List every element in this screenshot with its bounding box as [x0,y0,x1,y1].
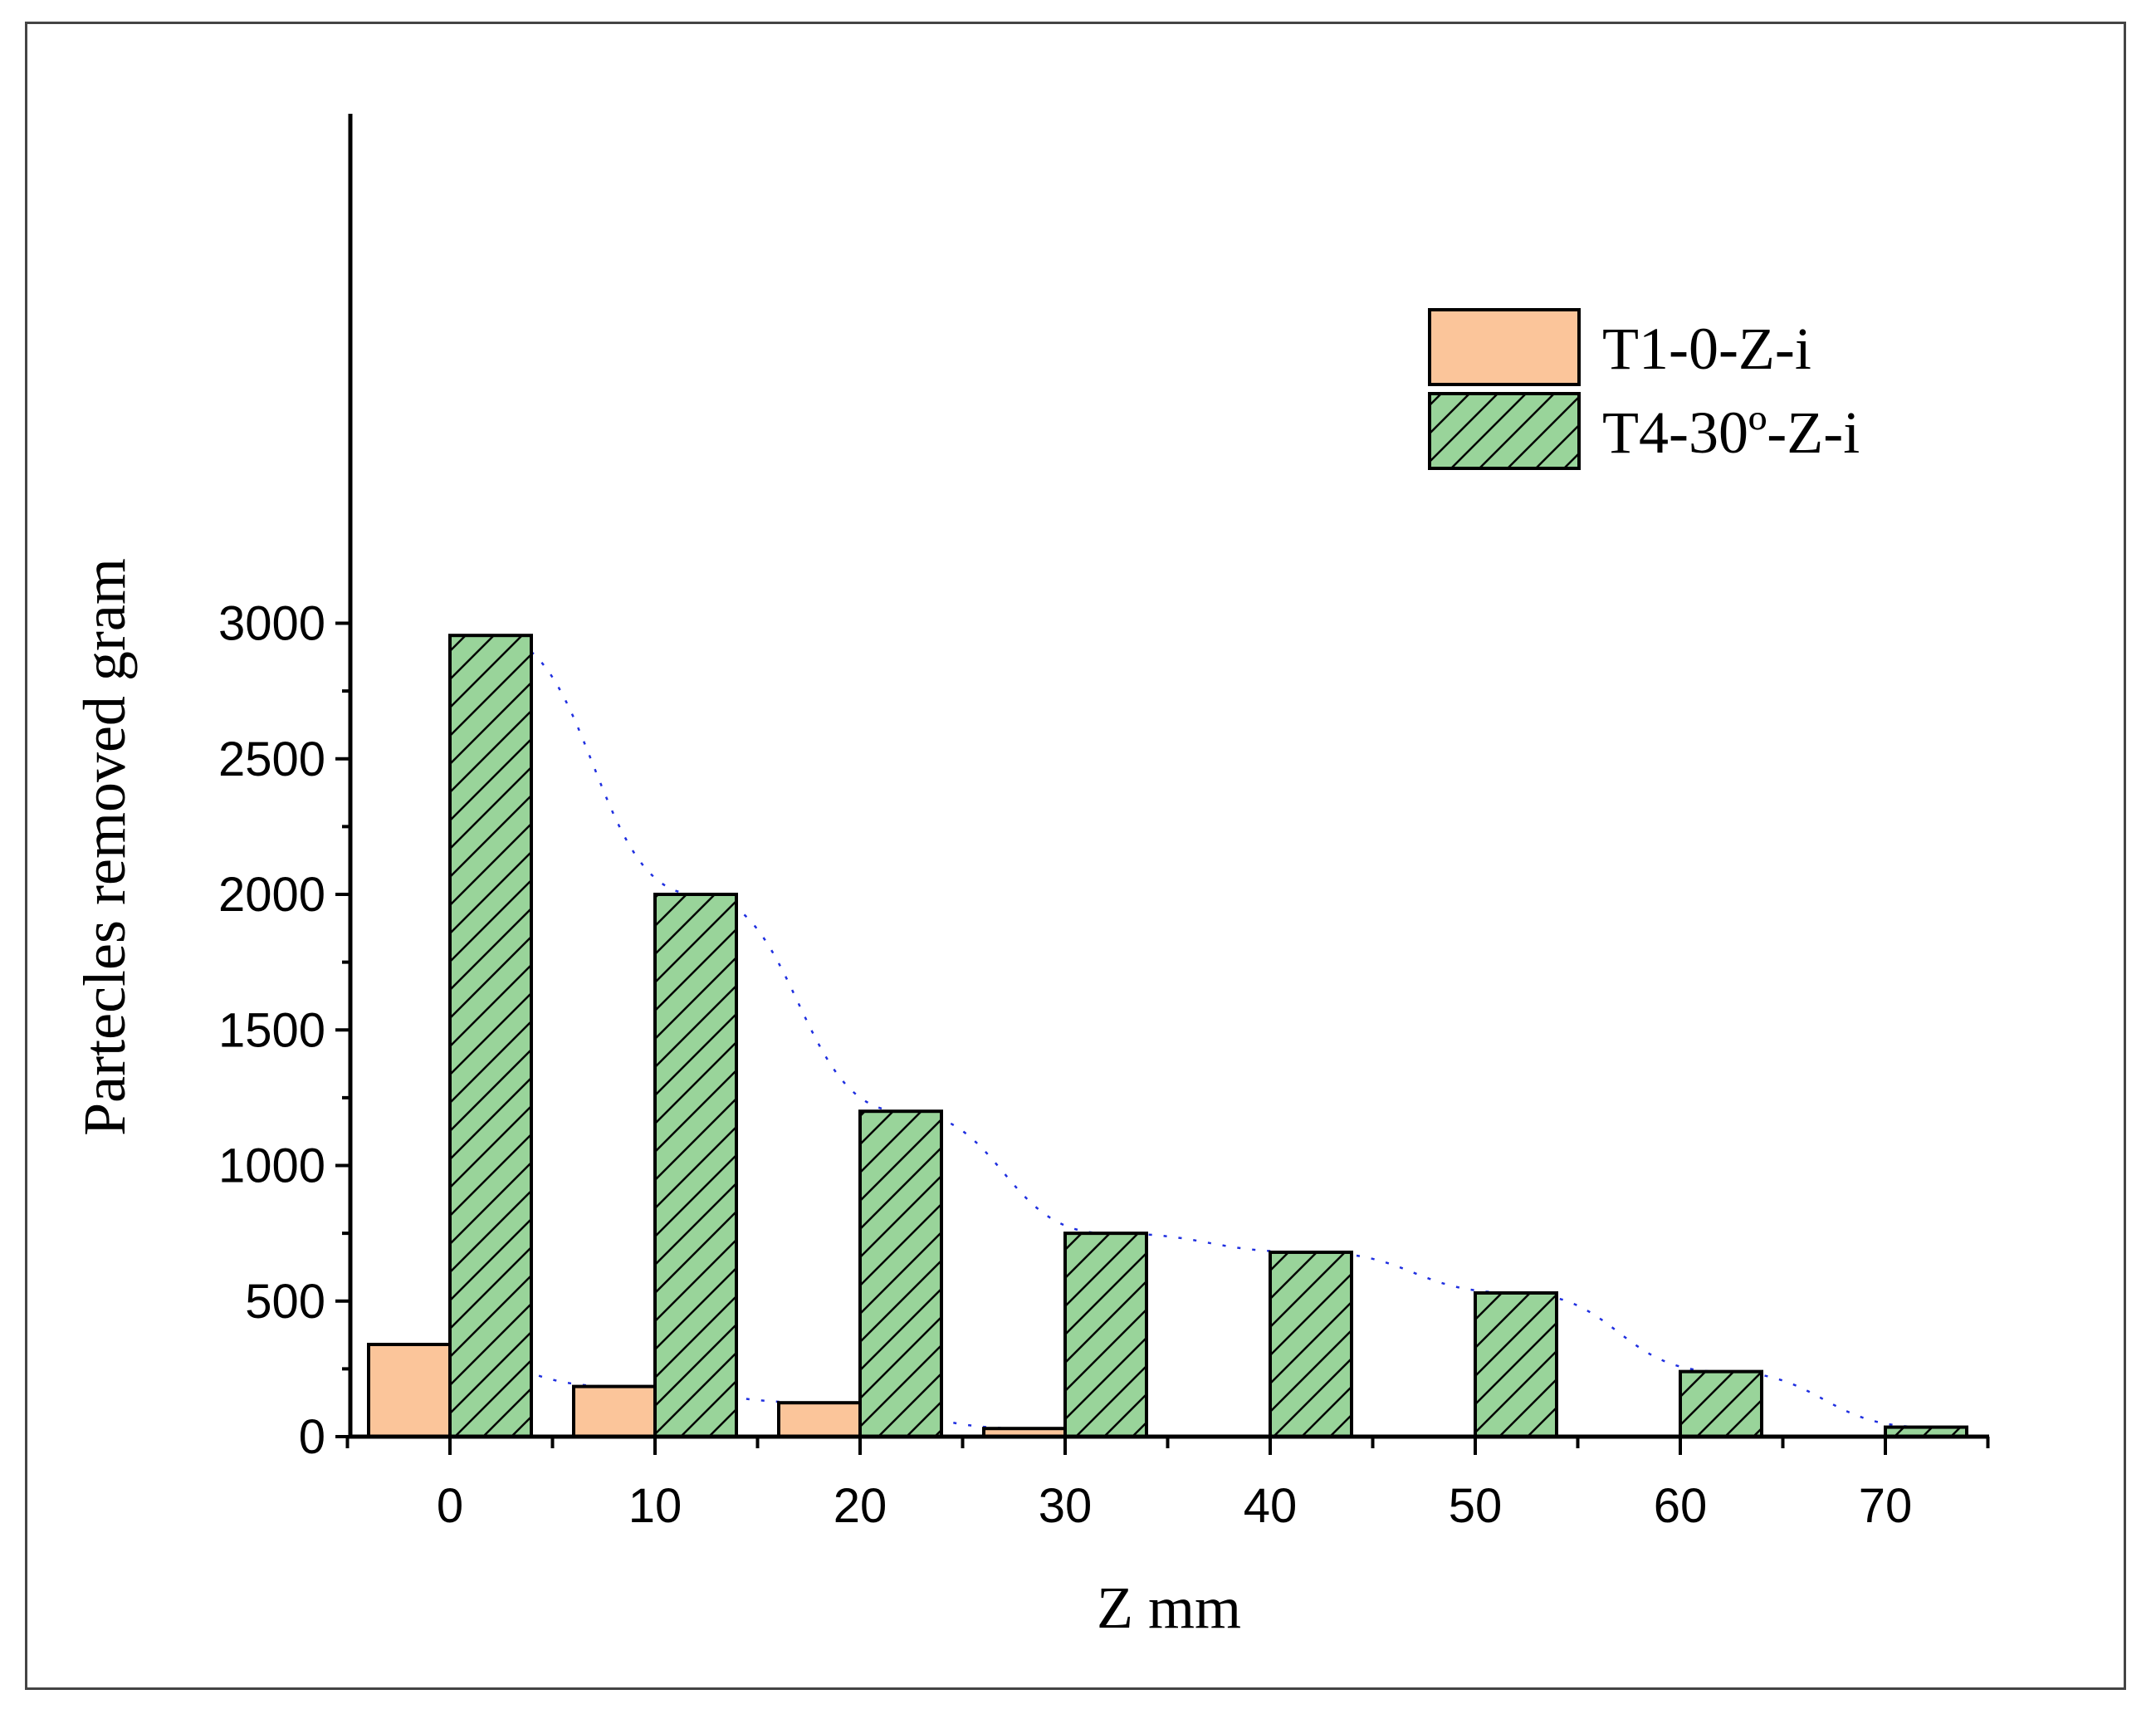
y-axis-title: Partecles removed gram [71,558,138,1136]
bars [367,634,1968,1439]
bar-t4-30 [1063,1232,1148,1438]
y-ticks: 0 500 1000 1500 2000 2500 3000 [218,597,350,1464]
x-tick-label: 0 [437,1479,463,1533]
y-tick-label: 1500 [218,1003,325,1057]
x-tick-label: 30 [1039,1479,1093,1533]
x-ticks: 0 10 20 30 40 50 60 70 [345,1437,1990,1533]
y-tick-label: 2500 [218,732,325,786]
x-tick-label: 50 [1449,1479,1503,1533]
x-tick-label: 10 [628,1479,682,1533]
x-axis-title: Z mm [1097,1574,1241,1641]
legend-label-t4: T4-30º-Z-i [1602,399,1860,466]
y-tick-label: 0 [299,1410,325,1464]
x-tick-label: 20 [834,1479,887,1533]
y-tick-label: 500 [245,1275,325,1329]
x-tick-label: 40 [1244,1479,1298,1533]
trend-lines [408,634,1927,1430]
bar-t4-60 [1679,1369,1763,1439]
legend-label-t1: T1-0-Z-i [1602,316,1811,382]
y-tick-label: 3000 [218,597,325,651]
y-tick-label: 1000 [218,1139,325,1193]
bar-t4-10 [653,893,738,1438]
bar-t4-40 [1269,1250,1353,1438]
bar-t4-20 [858,1109,943,1438]
bar-t1-10 [572,1384,657,1439]
bar-t1-20 [777,1401,862,1438]
x-tick-label: 70 [1859,1479,1913,1533]
legend: T1-0-Z-i T4-30º-Z-i [1428,308,1860,470]
axes [348,114,1989,1439]
y-tick-label: 2000 [218,868,325,922]
x-tick-label: 60 [1654,1479,1708,1533]
bar-t4-0 [448,634,533,1438]
legend-swatch-t1 [1428,308,1581,386]
bar-t1-0 [367,1342,452,1438]
bar-t4-50 [1474,1290,1558,1438]
legend-swatch-t4 [1428,392,1581,470]
trend-line-t4 [490,634,1927,1428]
